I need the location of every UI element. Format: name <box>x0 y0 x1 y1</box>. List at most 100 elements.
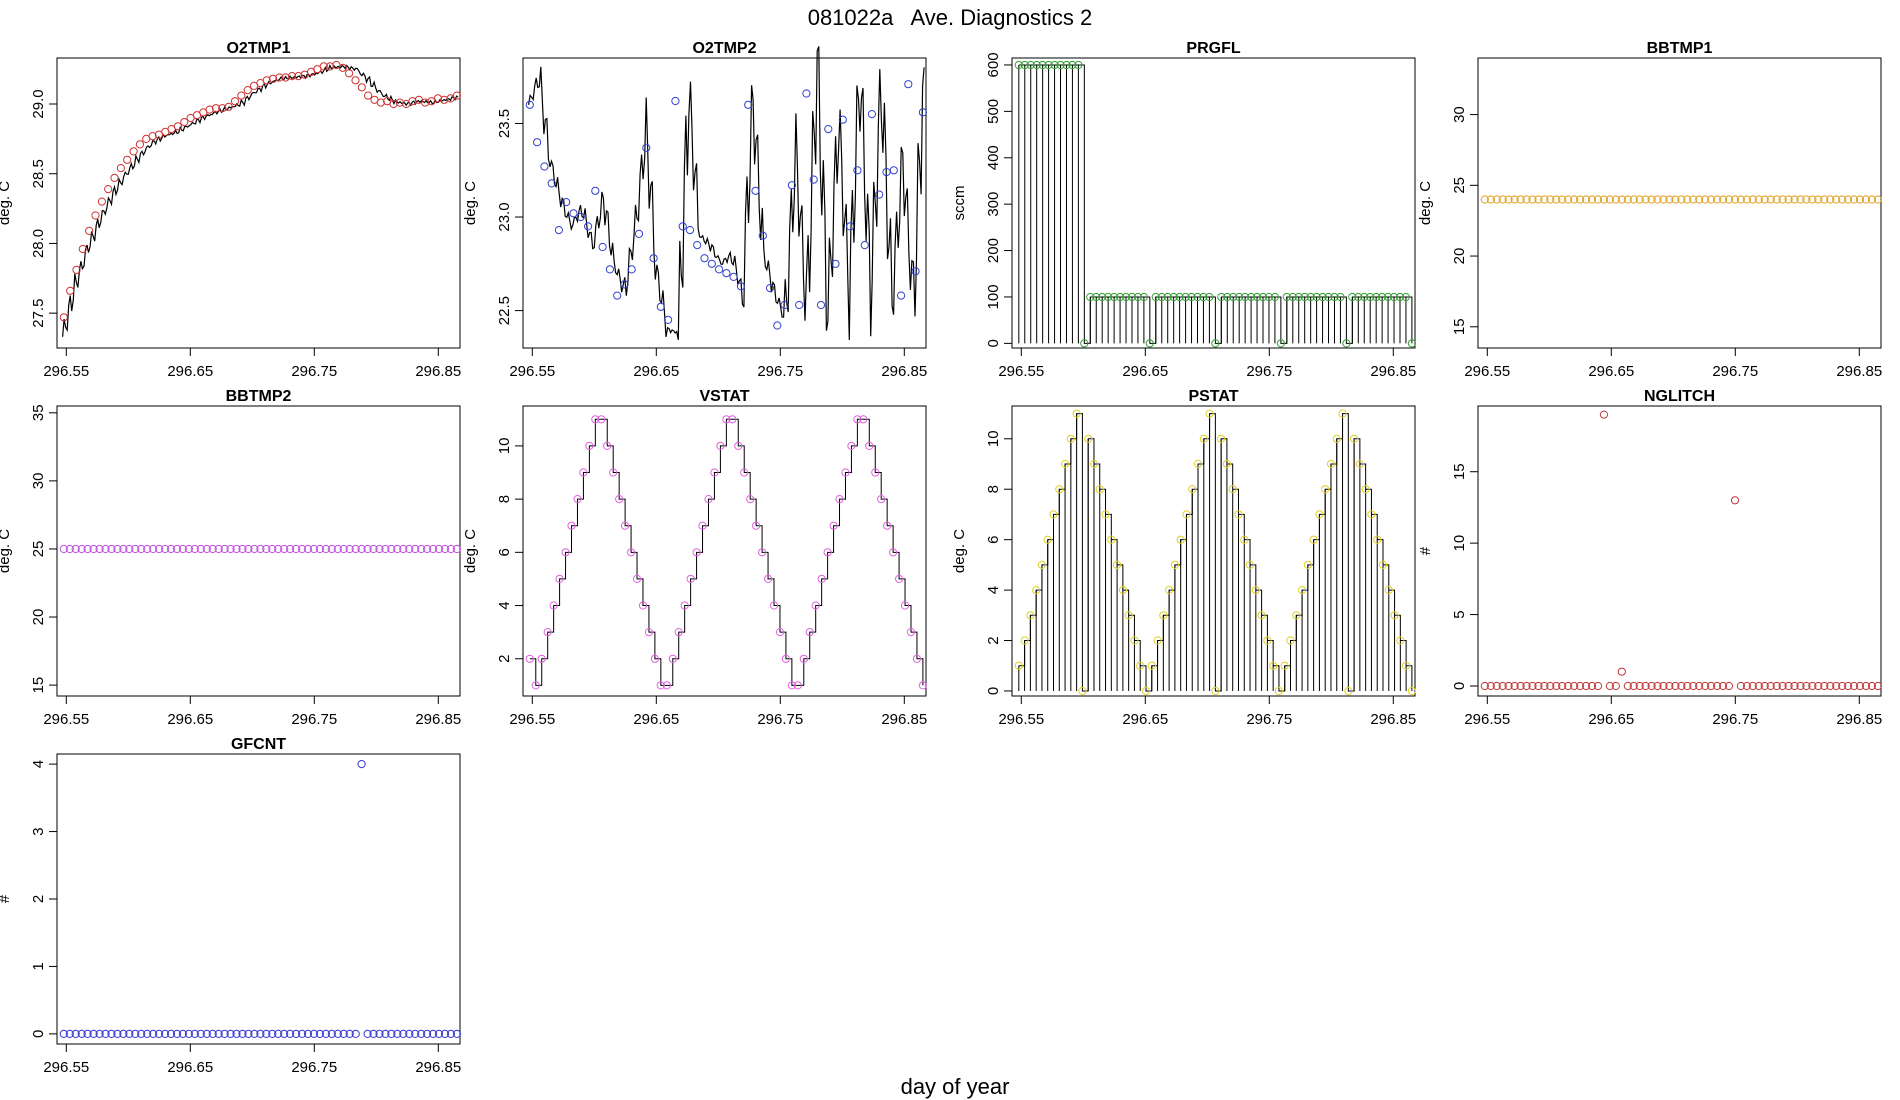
data-point <box>440 1029 450 1039</box>
data-point <box>202 544 211 554</box>
data-point <box>1778 195 1787 204</box>
data-point <box>238 1029 247 1039</box>
series-line <box>529 418 924 686</box>
data-point <box>1205 409 1214 418</box>
data-point <box>119 1029 128 1039</box>
data-point <box>116 164 126 173</box>
data-point <box>1066 434 1075 443</box>
plot-frame <box>522 405 927 697</box>
data-point <box>1623 195 1632 204</box>
y-tick-label: 6 <box>985 535 1002 543</box>
x-tick-label: 296.55 <box>43 363 89 380</box>
x-tick-label: 296.65 <box>167 363 213 380</box>
data-point <box>609 468 618 477</box>
data-point <box>433 94 442 103</box>
data-point <box>155 544 164 554</box>
data-point <box>1760 195 1769 204</box>
data-point <box>1593 195 1603 204</box>
data-point <box>1820 681 1829 691</box>
data-point <box>573 495 582 504</box>
data-point <box>1222 459 1232 469</box>
data-point <box>1257 611 1266 620</box>
x-tick-label: 296.85 <box>1370 711 1416 728</box>
data-point <box>452 91 461 100</box>
data-point <box>1498 195 1507 204</box>
data-point <box>1665 681 1674 691</box>
data-point <box>286 1029 295 1039</box>
data-point <box>1558 681 1567 691</box>
data-point <box>101 1029 110 1039</box>
data-point <box>1116 292 1125 302</box>
data-point <box>889 548 898 557</box>
data-point <box>1736 681 1746 691</box>
data-point <box>1778 681 1787 691</box>
y-tick-label: 15 <box>1451 463 1468 480</box>
data-point <box>363 544 372 554</box>
data-point <box>408 97 417 106</box>
data-point <box>537 654 546 663</box>
data-point <box>77 1029 86 1039</box>
y-tick-label: 30 <box>30 473 47 490</box>
y-axis-label: deg. C <box>462 529 479 573</box>
data-point <box>1401 292 1411 302</box>
data-point <box>232 544 241 554</box>
data-point <box>1617 667 1626 676</box>
data-point <box>1084 434 1093 443</box>
x-tick-label: 296.65 <box>167 1059 213 1076</box>
data-point <box>244 544 253 554</box>
data-point <box>155 1029 164 1039</box>
data-point <box>1326 459 1336 469</box>
y-tick-label: 2 <box>985 636 1002 644</box>
data-point <box>805 628 814 637</box>
data-point <box>89 1029 98 1039</box>
data-point <box>883 521 892 530</box>
data-point <box>434 1029 444 1039</box>
data-point <box>1321 485 1330 494</box>
data-point <box>540 162 549 171</box>
data-point <box>1570 681 1579 691</box>
data-point <box>729 272 738 281</box>
data-point <box>1510 681 1519 691</box>
data-point <box>123 155 132 164</box>
panel-title: PSTAT <box>1188 388 1238 405</box>
data-point <box>1677 195 1686 204</box>
panel-title: O2TMP1 <box>226 40 290 57</box>
data-point <box>110 173 119 182</box>
data-point <box>1695 195 1704 204</box>
data-point <box>1318 292 1327 302</box>
data-point <box>1713 195 1722 204</box>
data-point <box>1516 681 1525 691</box>
data-point <box>351 1029 360 1039</box>
data-point <box>656 681 665 690</box>
y-axis-label: sccm <box>951 186 968 221</box>
data-point <box>1245 560 1255 570</box>
data-point <box>166 1029 176 1039</box>
x-tick-label: 296.85 <box>1370 363 1416 380</box>
data-point <box>744 100 753 109</box>
data-point <box>1217 292 1226 302</box>
y-tick-label: 0 <box>985 687 1002 695</box>
data-point <box>1050 60 1059 70</box>
data-point <box>1044 60 1053 70</box>
data-point <box>1372 292 1381 302</box>
data-point <box>113 1029 122 1039</box>
data-point <box>381 544 390 554</box>
data-point <box>381 1029 390 1039</box>
data-point <box>137 1029 146 1039</box>
y-tick-label: 15 <box>30 677 47 694</box>
data-point <box>1713 681 1722 691</box>
data-point <box>824 125 833 134</box>
data-point <box>1760 681 1769 691</box>
figure-title: 081022a Ave. Diagnostics 2 <box>808 5 1093 30</box>
data-point <box>707 259 716 268</box>
y-tick-label: 400 <box>985 145 1002 170</box>
data-point <box>1361 485 1370 494</box>
data-point <box>1790 195 1799 204</box>
data-point <box>387 1029 396 1039</box>
data-point <box>1228 485 1237 494</box>
data-point <box>1528 681 1537 691</box>
y-tick-label: 2 <box>496 655 513 663</box>
data-point <box>615 495 624 504</box>
data-point <box>149 1029 158 1039</box>
data-point <box>1336 292 1345 302</box>
